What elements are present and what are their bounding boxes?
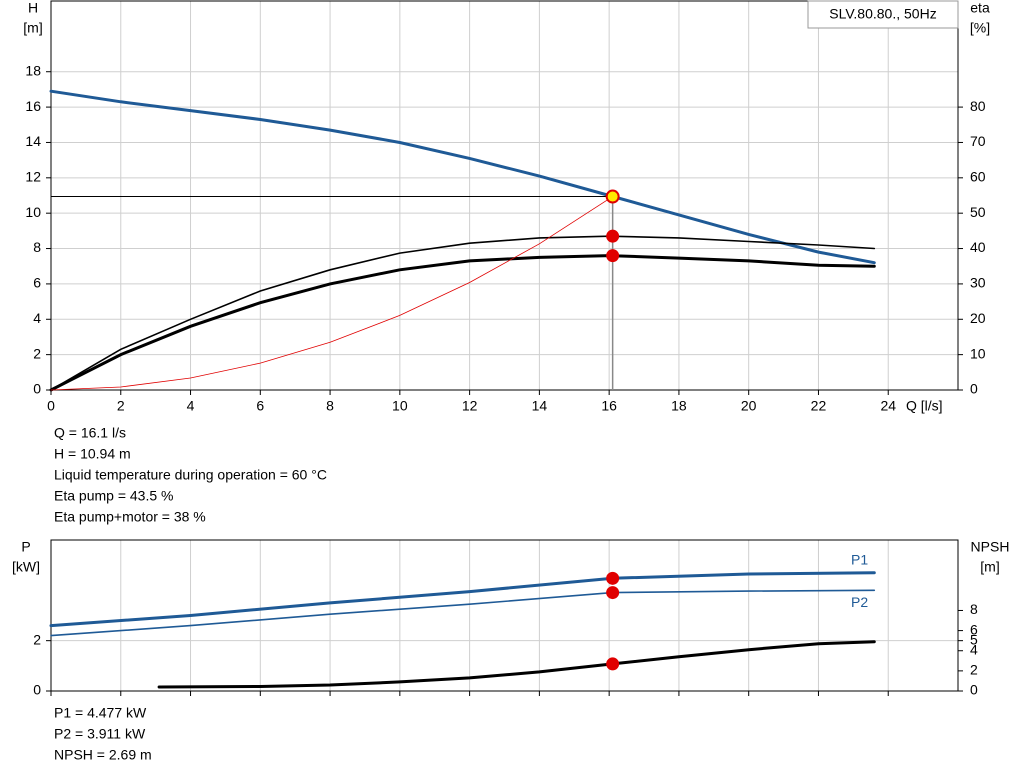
operating-point: [606, 657, 620, 671]
y-tick-label: 8: [33, 239, 41, 255]
y2-tick-label: 6: [970, 621, 978, 637]
y2-axis-label: NPSH: [971, 539, 1010, 555]
y-tick-label: 4: [33, 310, 41, 326]
curve: [49, 571, 876, 628]
plot-frame: [50, 539, 959, 692]
y2-tick-label: 60: [970, 169, 986, 185]
operating-point: [606, 229, 620, 243]
x-tick-label: 12: [462, 398, 478, 414]
y-axis-label: [m]: [23, 20, 42, 36]
curve: [49, 89, 876, 265]
chart-title: SLV.80.80., 50Hz: [829, 6, 936, 22]
series-label: P1: [851, 551, 868, 567]
operating-note: Eta pump = 43.5 %: [54, 488, 173, 504]
y2-axis-label: [%]: [970, 20, 990, 36]
y-tick-label: 12: [25, 169, 41, 185]
y-axis-label: [kW]: [12, 559, 40, 575]
y2-tick-label: 5: [970, 631, 978, 647]
x-tick-label: 10: [392, 398, 408, 414]
operating-point: [606, 571, 620, 585]
operating-note: P2 = 3.911 kW: [54, 726, 146, 742]
y2-tick-label: 40: [970, 239, 986, 255]
x-tick-label: 4: [187, 398, 195, 414]
y-tick-label: 0: [33, 682, 41, 698]
x-tick-label: 18: [671, 398, 687, 414]
title-box: [807, 0, 959, 29]
y-tick-label: 16: [25, 98, 41, 114]
y-tick-label: 2: [33, 345, 41, 361]
x-tick-label: 8: [326, 398, 334, 414]
y2-tick-label: 0: [970, 682, 978, 698]
curve: [50, 196, 613, 391]
operating-note: Liquid temperature during operation = 60…: [54, 467, 327, 483]
y2-tick-label: 10: [970, 345, 986, 361]
x-tick-label: 24: [880, 398, 896, 414]
y-tick-label: 14: [25, 133, 41, 149]
operating-point: [605, 189, 620, 204]
x-tick-label: 22: [811, 398, 827, 414]
operating-note: Q = 16.1 l/s: [54, 425, 126, 441]
x-tick-label: 6: [256, 398, 264, 414]
operating-point: [606, 249, 620, 263]
y2-tick-label: 4: [970, 641, 978, 657]
operating-note: NPSH = 2.69 m: [54, 747, 152, 763]
y2-axis-label: eta: [970, 0, 990, 16]
operating-note: H = 10.94 m: [54, 446, 131, 462]
y-tick-label: 6: [33, 275, 41, 291]
curve: [49, 254, 876, 392]
operating-note: Eta pump+motor = 38 %: [54, 509, 206, 525]
y2-tick-label: 50: [970, 204, 986, 220]
y2-axis-label: [m]: [980, 559, 999, 575]
x-axis-label: Q [l/s]: [906, 398, 943, 414]
x-tick-label: 14: [532, 398, 548, 414]
y-tick-label: 10: [25, 204, 41, 220]
y-axis-label: H: [28, 0, 38, 16]
curve: [157, 640, 876, 689]
y2-tick-label: 0: [970, 381, 978, 397]
y-tick-label: 2: [33, 631, 41, 647]
y-axis-label: P: [21, 539, 30, 555]
plot-frame: [50, 0, 959, 391]
y2-tick-label: 70: [970, 133, 986, 149]
y2-tick-label: 20: [970, 310, 986, 326]
curve: [50, 589, 876, 637]
operating-note: P1 = 4.477 kW: [54, 705, 147, 721]
x-tick-label: 16: [601, 398, 617, 414]
y2-tick-label: 30: [970, 275, 986, 291]
y2-tick-label: 2: [970, 662, 978, 678]
y2-tick-label: 80: [970, 98, 986, 114]
y-tick-label: 0: [33, 381, 41, 397]
operating-point: [606, 586, 620, 600]
y-tick-label: 18: [25, 62, 41, 78]
x-tick-label: 2: [117, 398, 125, 414]
curve: [50, 235, 876, 391]
x-tick-label: 20: [741, 398, 757, 414]
series-label: P2: [851, 594, 868, 610]
x-tick-label: 0: [47, 398, 55, 414]
y2-tick-label: 8: [970, 601, 978, 617]
